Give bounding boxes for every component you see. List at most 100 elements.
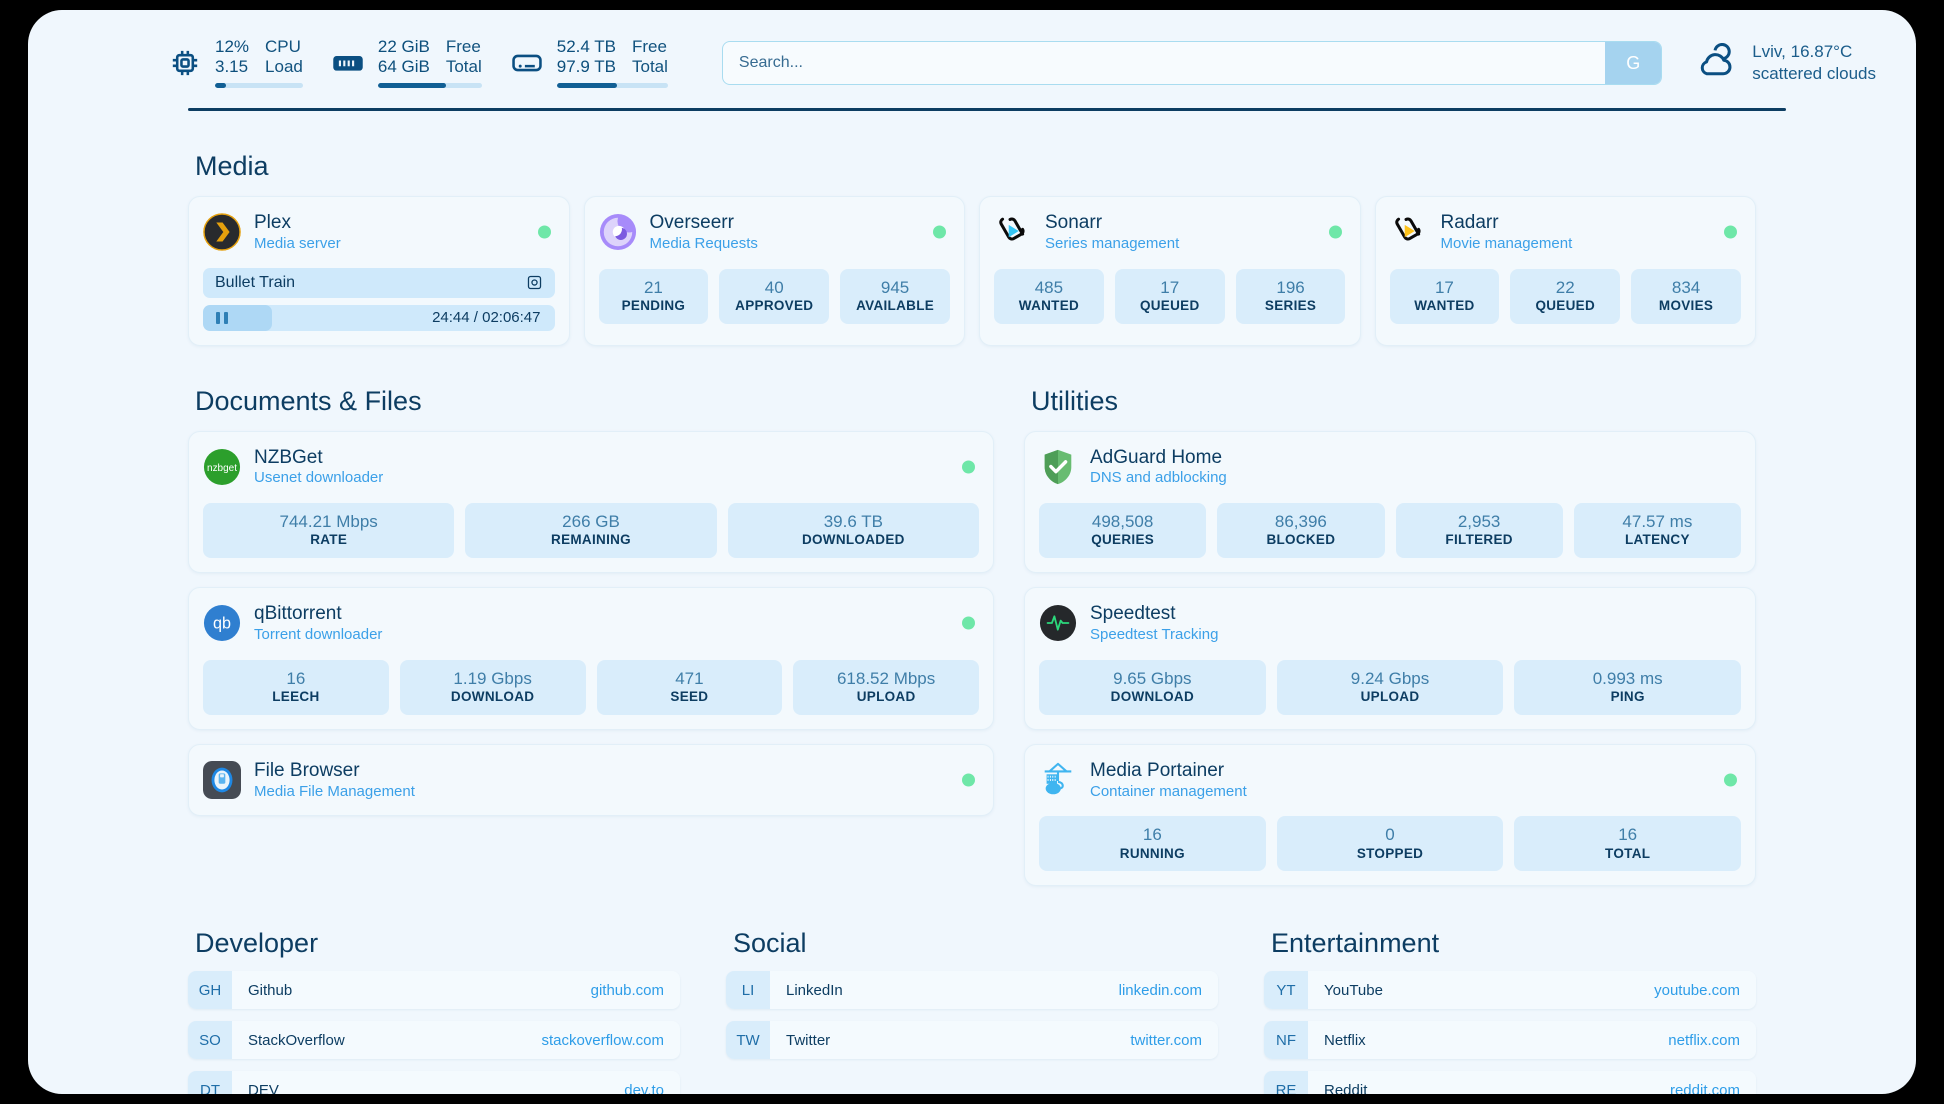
bookmark-badge: YT (1264, 971, 1308, 1010)
stat-tile: 498,508 QUERIES (1039, 503, 1207, 559)
card-header: Sonarr Series management (994, 211, 1346, 254)
utilities-column: Utilities (1024, 346, 1756, 887)
stat-value: 39.6 TB (823, 512, 883, 531)
service-card-sonarr[interactable]: Sonarr Series management 485 WANTED 17 Q… (979, 196, 1361, 346)
app-name: Overseerr (649, 212, 734, 233)
stat-tile: 22 QUEUED (1510, 268, 1621, 324)
service-card-radarr[interactable]: Radarr Movie management 17 WANTED 22 QUE… (1374, 196, 1756, 346)
service-card-qbittorrent[interactable]: qb qBittorrent Torrent downloader (188, 587, 994, 730)
weather-widget[interactable]: Lviv, 16.87°C scattered clouds (1694, 41, 1876, 85)
stat-value: 485 (1034, 277, 1064, 297)
stat-label: UPLOAD (1360, 688, 1420, 704)
svg-text:nzbget: nzbget (207, 463, 237, 474)
card-meta: File Browser Media File Management (254, 759, 415, 802)
stat-value: 266 GB (562, 512, 620, 531)
sonarr-icon (994, 213, 1032, 251)
stat-value: 9.65 Gbps (1113, 668, 1192, 688)
memory-total-value: 64 GiB (377, 57, 430, 76)
utilities-card-stack: AdGuard Home DNS and adblocking 498,508 … (1024, 430, 1756, 887)
stat-label: LATENCY (1624, 532, 1690, 548)
stat-tile: 16 LEECH (203, 659, 389, 715)
service-card-nzbget[interactable]: nzbget NZBGet Usenet downloader 74 (188, 430, 994, 574)
disk-icon (510, 46, 544, 80)
bookmark-item-netflix[interactable]: NF Netflix netflix.com (1264, 1021, 1756, 1060)
dashboard-header: 12% 3.15 CPU Load (28, 10, 1916, 90)
stat-value: 17 (1160, 277, 1180, 297)
search-box[interactable]: G (721, 41, 1663, 85)
disk-values: 52.4 TB 97.9 TB (557, 37, 616, 77)
portainer-icon (1039, 761, 1077, 799)
bookmark-name: StackOverflow (248, 1031, 345, 1049)
bookmark-name: Twitter (786, 1031, 831, 1049)
app-subtitle: Media File Management (254, 782, 415, 800)
pause-icon[interactable] (216, 311, 228, 324)
stat-label: DOWNLOADED (801, 532, 905, 548)
disk-usage-bar (556, 83, 668, 89)
status-badge-online (1724, 773, 1737, 787)
stat-label: QUEUED (1139, 297, 1200, 313)
status-badge-online (1724, 225, 1737, 239)
service-card-speedtest[interactable]: Speedtest Speedtest Tracking 9.65 Gbps D… (1024, 587, 1756, 730)
memory-stat-group: 22 GiB 64 GiB Free Total (331, 37, 482, 89)
bookmark-item-twitter[interactable]: TW Twitter twitter.com (726, 1021, 1218, 1060)
bookmark-name: YouTube (1324, 981, 1383, 999)
adguard-icon (1039, 448, 1077, 486)
weather-condition: scattered clouds (1752, 64, 1876, 83)
stat-value: 1.19 Gbps (453, 668, 532, 688)
memory-labels: Free Total (446, 37, 482, 77)
now-playing-progress-bar[interactable]: 24:44 / 02:06:47 (203, 304, 555, 331)
bookmark-group-developer: Developer GH Github github.com SO StackO… (188, 928, 680, 1094)
card-header: qb qBittorrent Torrent downloader (203, 602, 979, 645)
qbittorrent-icon: qb (203, 604, 241, 642)
stat-tile: 16 RUNNING (1039, 816, 1266, 872)
service-card-media-portainer[interactable]: Media Portainer Container management 16 … (1024, 743, 1756, 887)
bookmark-item-dev[interactable]: DT DEV dev.to (188, 1071, 680, 1094)
app-subtitle: Series management (1045, 234, 1180, 252)
weather-location-temp: Lviv, 16.87°C (1752, 41, 1853, 61)
card-meta: Sonarr Series management (1045, 211, 1179, 254)
service-card-overseerr[interactable]: Overseerr Media Requests 21 PENDING 40 A… (583, 196, 965, 346)
stat-label: WANTED (1414, 297, 1475, 313)
card-meta: Media Portainer Container management (1090, 759, 1247, 802)
stat-tile: 485 WANTED (994, 268, 1104, 324)
bookmark-list: YT YouTube youtube.com NF Netflix netfli… (1264, 971, 1756, 1094)
bookmarks-grid: Developer GH Github github.com SO StackO… (188, 928, 1756, 1094)
stat-tile: 86,396 BLOCKED (1217, 503, 1385, 559)
card-header: File Browser Media File Management (203, 759, 979, 802)
cast-icon[interactable] (526, 274, 543, 291)
bookmark-group-entertainment: Entertainment YT YouTube youtube.com NF … (1264, 928, 1756, 1094)
app-subtitle: Container management (1090, 782, 1247, 800)
bookmark-item-reddit[interactable]: RE Reddit reddit.com (1264, 1071, 1756, 1094)
bookmark-url: dev.to (624, 1081, 664, 1094)
stat-value: 498,508 (1091, 512, 1154, 531)
stat-label: AVAILABLE (856, 297, 935, 313)
service-card-adguard-home[interactable]: AdGuard Home DNS and adblocking 498,508 … (1024, 430, 1756, 574)
bookmark-item-stackoverflow[interactable]: SO StackOverflow stackoverflow.com (188, 1021, 680, 1060)
stat-label: LEECH (272, 688, 320, 704)
search-input[interactable] (722, 42, 1606, 84)
stat-value: 22 (1555, 277, 1575, 297)
card-meta: NZBGet Usenet downloader (254, 446, 383, 489)
stat-value: 40 (764, 277, 784, 297)
stat-tile: 471 SEED (596, 659, 783, 715)
bookmark-item-linkedin[interactable]: LI LinkedIn linkedin.com (726, 971, 1218, 1010)
bookmark-item-youtube[interactable]: YT YouTube youtube.com (1264, 971, 1756, 1010)
service-card-plex[interactable]: Plex Media server Bullet Train (188, 196, 570, 346)
disk-stat-group: 52.4 TB 97.9 TB Free Total (510, 37, 668, 89)
section-title-media: Media (195, 151, 269, 181)
cpu-labels: CPU Load (265, 37, 303, 77)
search-engine-button[interactable]: G (1605, 42, 1662, 84)
app-subtitle: DNS and adblocking (1090, 469, 1227, 487)
stat-value: 0.993 ms (1592, 668, 1663, 688)
stat-value: 744.21 Mbps (279, 512, 378, 531)
overseerr-icon (599, 213, 637, 251)
status-badge-online (933, 225, 946, 239)
stat-label: APPROVED (735, 297, 814, 313)
speedtest-icon (1039, 604, 1077, 642)
bookmark-item-github[interactable]: GH Github github.com (188, 971, 680, 1010)
service-card-file-browser[interactable]: File Browser Media File Management (188, 743, 994, 817)
disk-stat-body: 52.4 TB 97.9 TB Free Total (556, 37, 668, 89)
memory-label-bottom: Total (445, 57, 482, 76)
svg-text:qb: qb (213, 615, 231, 633)
app-subtitle: Movie management (1440, 234, 1573, 252)
